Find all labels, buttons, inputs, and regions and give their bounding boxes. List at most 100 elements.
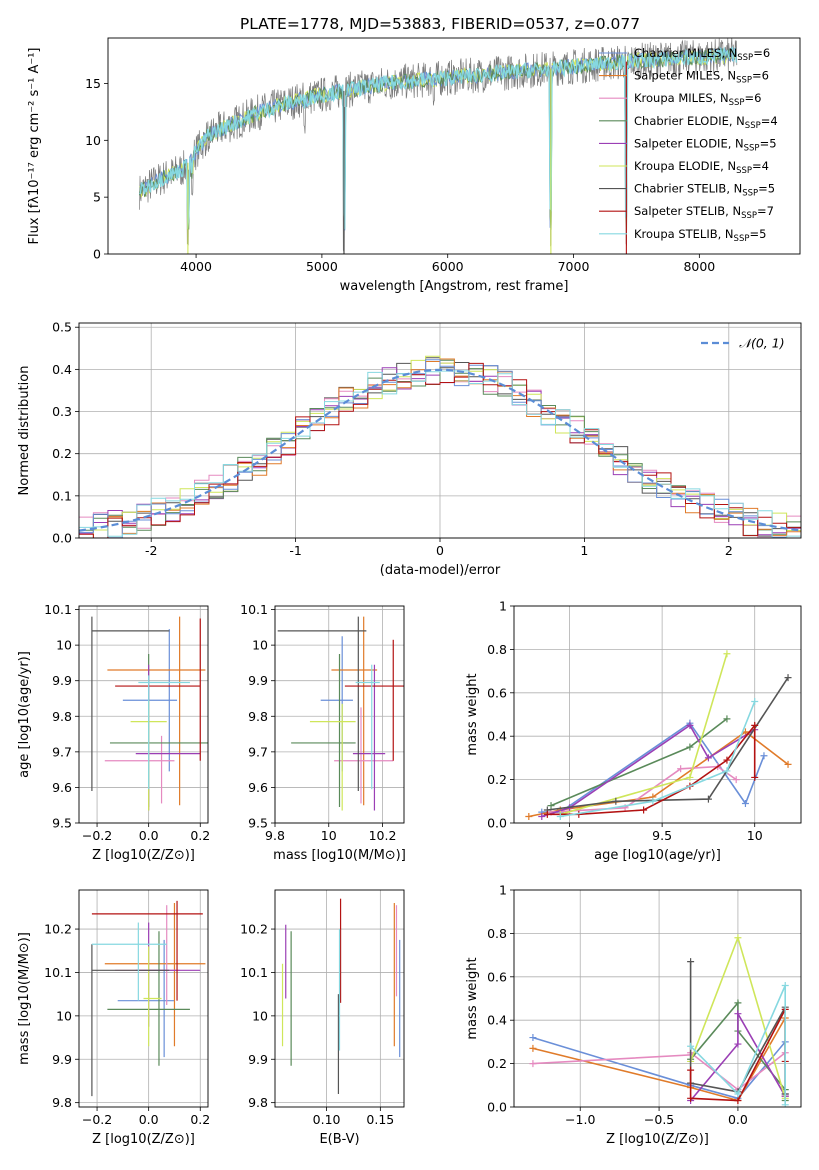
mass-weight-marker: [686, 773, 694, 781]
x-tick-label: 0.0: [139, 1112, 159, 1127]
y-tick-label: 0.0: [487, 816, 507, 831]
legend-label-value: =4: [761, 114, 778, 128]
histogram-series: [79, 370, 801, 538]
y-tick-label: 10: [56, 1008, 72, 1023]
residual-histograms: [79, 355, 801, 538]
x-tick-label: 0.10: [313, 1112, 341, 1127]
legend-label-sub: SSP: [729, 98, 745, 108]
legend-label-value: =5: [758, 182, 775, 196]
normal-reference-curve: [79, 368, 801, 532]
mass-weight-marker: [723, 650, 731, 658]
legend-label-value: =6: [753, 46, 770, 60]
mass-weight-series: [560, 701, 756, 818]
mass-weight-marker: [640, 806, 648, 814]
y-tick-label: 10.1: [44, 965, 72, 980]
x-tick-label: 1: [580, 543, 588, 558]
y-tick-label: 9.6: [248, 780, 268, 795]
y-tick-label: 9.9: [52, 1052, 72, 1067]
y-tick-label: 0.4: [487, 729, 507, 744]
mass_vs_EBV-errorbars: [281, 898, 401, 1094]
mass-weight-marker: [525, 812, 533, 820]
spectrum-lines: [139, 38, 738, 254]
histogram-series: [79, 359, 801, 536]
mass-weight-marker: [723, 715, 731, 723]
y-tick-label: 0.4: [52, 362, 72, 377]
mass-weight-marker: [556, 812, 564, 820]
x-tick-label: 6000: [432, 259, 464, 274]
legend-label-n: , N: [721, 46, 737, 60]
x-tick-label: 0.2: [190, 828, 210, 843]
residuals-ylabel: Normed distribution: [17, 366, 32, 496]
massweight_vs_age-xlabel: age [log10(age/yr)]: [594, 848, 721, 863]
y-tick-label: 10: [252, 1008, 268, 1023]
y-tick-label: 9.5: [52, 816, 72, 831]
y-tick-label: 10: [252, 638, 268, 653]
residuals-frame: [78, 322, 802, 539]
age_vs_Z-frame: [78, 605, 209, 824]
y-tick-label: 10: [85, 133, 101, 148]
x-tick-label: 10: [747, 828, 763, 843]
mass-weight-marker: [649, 797, 657, 805]
mass-weight-marker: [687, 958, 695, 966]
y-tick-label: 10.2: [44, 922, 72, 937]
age_vs_Z-ylabel: age [log10(age/yr)]: [17, 651, 32, 778]
x-tick-label: −0.2: [82, 1112, 112, 1127]
mass-weight-marker: [741, 799, 749, 807]
mass_vs_EBV-xlabel: E(B-V): [319, 1132, 359, 1147]
legend-label-sub: SSP: [744, 143, 760, 153]
spectrum-ylabel: Flux [fλ10⁻¹⁷ erg cm⁻² s⁻¹ A⁻¹]: [27, 48, 42, 245]
legend-label-text: Kroupa MILES: [634, 91, 713, 105]
age_vs_Z-axes: −0.2 0.0 0.2 9.5 9.6 9.7 9.8 9.9 10 10.1 Z [log10(…: [17, 602, 210, 863]
y-tick-label: 0.2: [52, 446, 72, 461]
mass-weight-marker: [734, 1090, 742, 1098]
spectrum-xlabel: wavelength [Angstrom, rest frame]: [340, 279, 569, 294]
y-tick-label: 0.8: [487, 926, 507, 941]
mass-weight-marker: [751, 697, 759, 705]
x-tick-label: 9.5: [652, 828, 672, 843]
mass-weight-marker: [687, 1066, 695, 1074]
x-tick-label: 0.0: [139, 828, 159, 843]
age_vs_mass-frame: [274, 605, 405, 824]
legend-label-text: Chabrier MILES: [634, 46, 721, 60]
x-tick-label: 9: [566, 828, 574, 843]
massweight_vs_age-frame: [513, 605, 802, 824]
y-tick-label: 0.4: [487, 1013, 507, 1028]
massweight_vs_age-ylabel: mass weight: [465, 673, 480, 755]
x-tick-label: 0: [436, 543, 444, 558]
mass-weight-marker: [781, 981, 789, 989]
y-tick-label: 0.3: [52, 404, 72, 419]
legend-label-value: =4: [752, 159, 769, 173]
y-tick-label: 0.0: [487, 1100, 507, 1115]
legend-label-n: , N: [718, 227, 734, 241]
legend-label-sub: SSP: [736, 166, 752, 176]
mass-weight-marker: [538, 812, 546, 820]
x-tick-label: 2: [725, 543, 733, 558]
y-tick-label: 0.0: [52, 531, 72, 546]
legend-label-text: Chabrier STELIB: [634, 182, 726, 196]
y-tick-label: 0.5: [52, 320, 72, 335]
legend-label-n: , N: [725, 204, 741, 218]
y-tick-label: 15: [85, 76, 101, 91]
x-tick-label: 8000: [683, 259, 715, 274]
mass-weight-marker: [734, 1096, 742, 1104]
age_vs_mass-axes: 9.8 10 10.2 9.5 9.6 9.7 9.8 9.9 10 10.1 mass [log1…: [240, 602, 406, 863]
legend-label-sub: SSP: [741, 211, 757, 221]
x-tick-label: 10: [321, 828, 337, 843]
y-tick-label: 9.9: [248, 673, 268, 688]
y-tick-label: 9.9: [52, 673, 72, 688]
mass-weight-marker: [723, 767, 731, 775]
mass-weight-marker: [734, 934, 742, 942]
y-tick-label: 0.2: [487, 772, 507, 787]
legend-label: Kroupa MILES, NSSP=6: [634, 91, 761, 108]
legend-label: Chabrier STELIB, NSSP=5: [634, 182, 775, 199]
y-tick-label: 10.1: [240, 602, 268, 617]
x-tick-label: 7000: [558, 259, 590, 274]
legend-label-n: , N: [720, 159, 736, 173]
mass-weight-marker: [686, 721, 694, 729]
massweight_vs_Z-frame: [513, 889, 802, 1108]
mass-weight-marker: [547, 802, 555, 810]
mass-weight-marker: [734, 999, 742, 1007]
mass_vs_Z-frame: [78, 889, 209, 1108]
legend-label-sub: SSP: [742, 189, 758, 199]
